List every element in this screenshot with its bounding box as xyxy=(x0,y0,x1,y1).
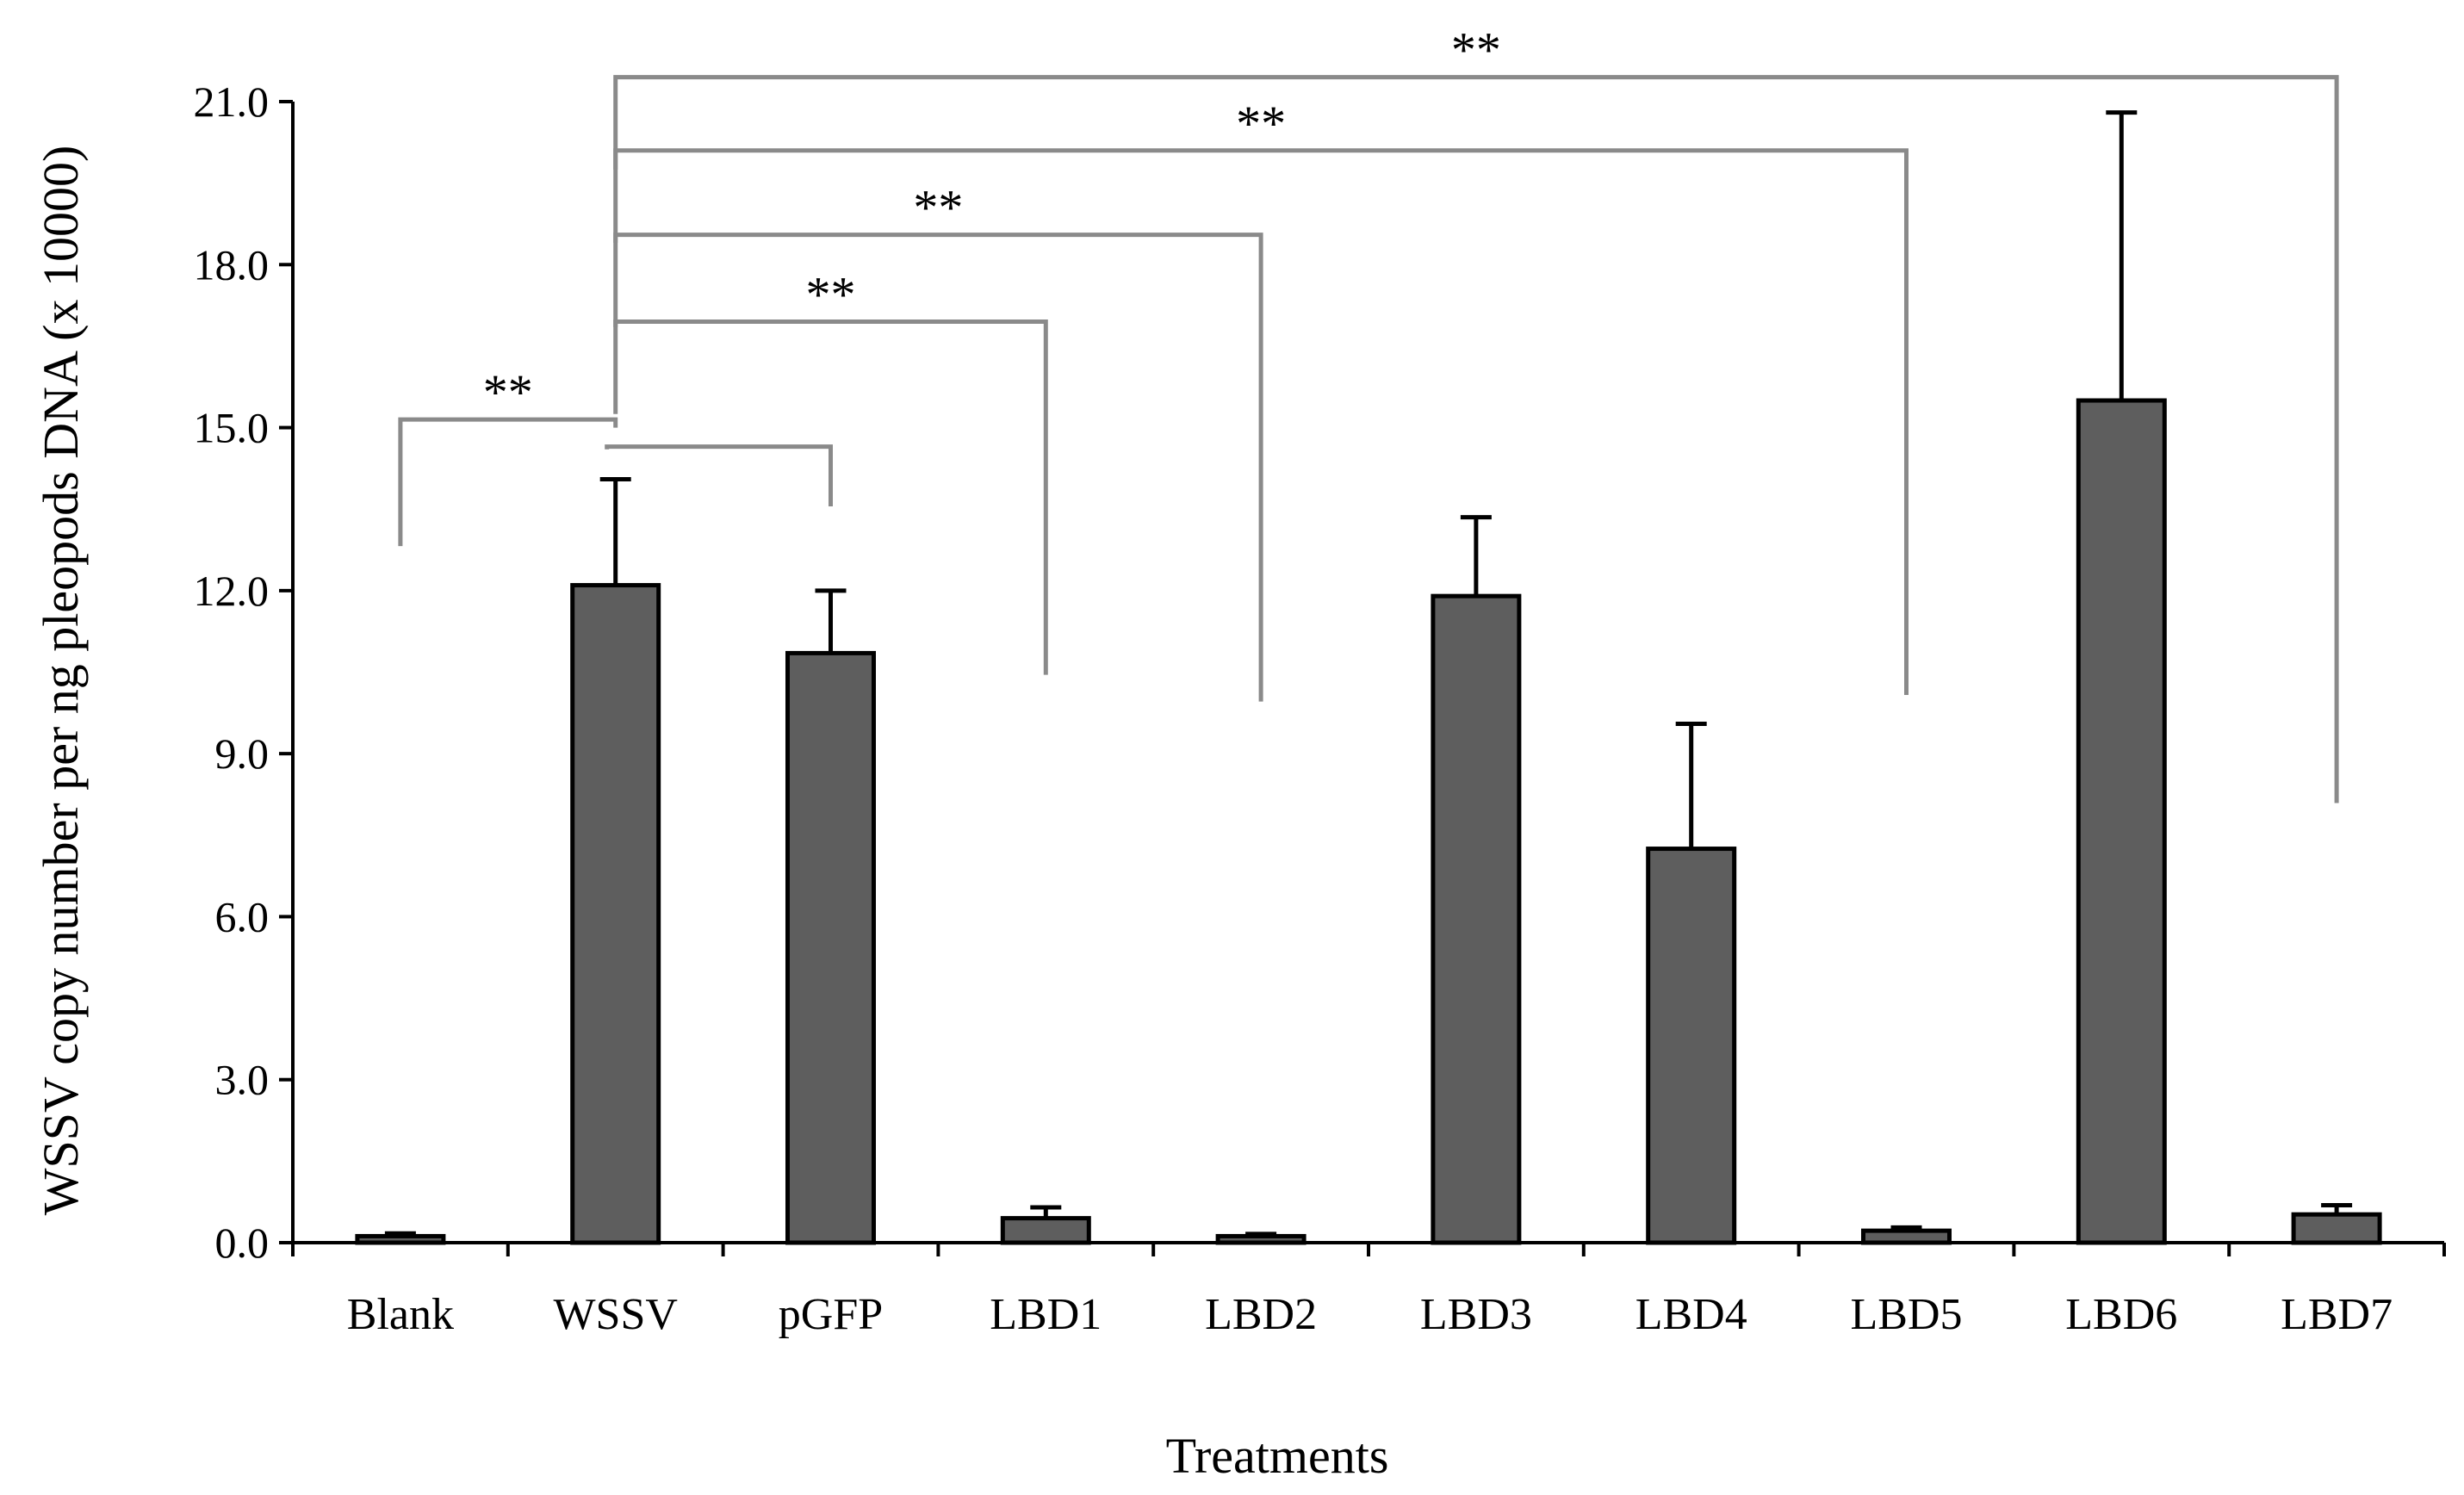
bar-lbd5 xyxy=(1861,1228,1952,1245)
x-tick-label-lbd1: LBD1 xyxy=(990,1290,1102,1339)
tick-labels: 0.0 3.0 6.0 9.0 12.0 15.0 18.0 21.0 Blank WSSV pGF… xyxy=(194,78,2393,1339)
x-tick-label-blank: Blank xyxy=(347,1290,454,1339)
significance-bracket xyxy=(613,148,1909,695)
significance-label: ** xyxy=(1236,96,1286,152)
y-axis-title: WSSV copy number per ng pleopods DNA (x … xyxy=(33,146,89,1216)
bar-lbd7 xyxy=(2291,1212,2382,1245)
x-tick-label-lbd7: LBD7 xyxy=(2281,1290,2393,1339)
y-tick-label: 18.0 xyxy=(194,240,270,288)
bar-lbd4 xyxy=(1646,847,1737,1245)
significance-bracket xyxy=(613,75,2339,803)
significance-bracket xyxy=(605,444,833,507)
x-tick-label-pgfp: pGFP xyxy=(779,1290,883,1339)
y-tick-label: 0.0 xyxy=(215,1219,270,1267)
bar-wssv xyxy=(570,583,661,1245)
significance-bracket xyxy=(398,417,618,547)
significance-label: ** xyxy=(806,267,856,323)
significance-label: ** xyxy=(1451,22,1501,78)
bar-pgfp xyxy=(785,650,876,1245)
significance-label: ** xyxy=(483,364,533,420)
x-tick-label-lbd3: LBD3 xyxy=(1420,1290,1532,1339)
significance-bracket xyxy=(613,319,1048,675)
x-tick-label-lbd6: LBD6 xyxy=(2065,1290,2177,1339)
y-tick-label: 15.0 xyxy=(194,404,270,452)
bar-lbd1 xyxy=(1000,1216,1091,1245)
bar-lbd6 xyxy=(2076,398,2167,1245)
axes xyxy=(279,100,2446,1256)
x-tick-label-lbd4: LBD4 xyxy=(1635,1290,1747,1339)
significance-label: ** xyxy=(913,180,963,236)
y-tick-label: 3.0 xyxy=(215,1056,270,1104)
y-tick-label: 9.0 xyxy=(215,729,270,778)
x-axis-title: Treatments xyxy=(1166,1428,1389,1484)
x-tick-label-lbd2: LBD2 xyxy=(1205,1290,1317,1339)
significance-bracket xyxy=(613,233,1263,702)
significance-brackets: ** ** ** ** ** xyxy=(398,22,2339,803)
x-tick-label-lbd5: LBD5 xyxy=(1851,1290,1963,1339)
y-tick-label: 12.0 xyxy=(194,567,270,615)
bar-lbd3 xyxy=(1431,593,1522,1245)
bars xyxy=(355,110,2382,1245)
y-tick-label: 6.0 xyxy=(215,892,270,940)
y-tick-label: 21.0 xyxy=(194,78,270,126)
x-tick-label-wssv: WSSV xyxy=(553,1290,677,1339)
